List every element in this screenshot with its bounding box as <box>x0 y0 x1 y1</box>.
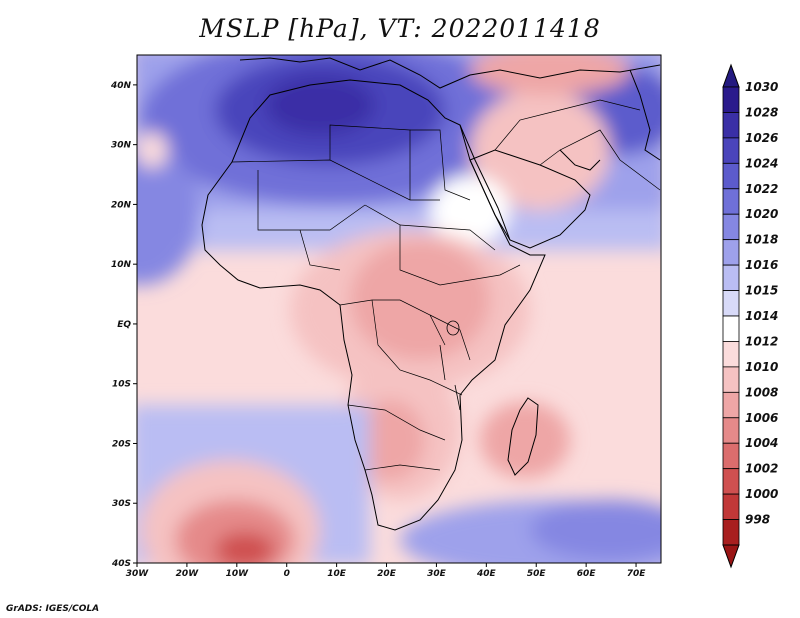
colorbar-swatch <box>722 417 740 444</box>
country-borders <box>231 99 661 471</box>
lon-tick-label: 20E <box>377 569 397 579</box>
colorbar-swatch <box>722 188 740 215</box>
colorbar-swatch <box>722 468 740 495</box>
arabia-coastline <box>469 149 591 249</box>
colorbar-label: 1008 <box>745 385 778 399</box>
lat-tick-label: 30N <box>111 141 132 151</box>
red-sea <box>459 124 511 241</box>
colorbar-label: 1030 <box>745 80 778 94</box>
colorbar-top-arrow <box>722 63 740 88</box>
colorbar-swatch <box>722 366 740 393</box>
colorbar-swatch <box>722 162 740 190</box>
colorbar-label: 1010 <box>745 360 778 374</box>
colorbar-label: 1016 <box>745 258 778 272</box>
colorbar-swatch <box>722 442 740 470</box>
lat-tick-label: EQ <box>117 320 131 330</box>
persian-gulf <box>559 149 601 171</box>
colorbar-label: 1012 <box>745 334 778 348</box>
lon-tick-label: 70E <box>627 569 647 579</box>
lon-tick-label: 10W <box>226 569 250 579</box>
colorbar-label: 998 <box>745 513 770 527</box>
colorbar-swatch <box>722 264 740 291</box>
colorbar-swatch <box>722 391 740 419</box>
colorbar: 1030 1028 1026 1024 1022 1020 1018 1016 1015 1014… <box>722 63 778 569</box>
colorbar-swatch <box>722 519 740 546</box>
lat-tick-label: 10S <box>112 380 131 390</box>
lon-tick-label: 50E <box>527 569 547 579</box>
grads-credit: GrADS: IGES/COLA <box>6 604 100 614</box>
colorbar-label: 1028 <box>745 105 778 119</box>
colorbar-label: 1024 <box>745 156 778 170</box>
colorbar-swatch <box>722 290 740 317</box>
colorbar-swatch <box>722 341 740 368</box>
africa-coastline <box>201 79 546 531</box>
lon-tick-label: 30E <box>427 569 447 579</box>
lat-tick-label: 20S <box>112 439 131 449</box>
colorbar-swatch <box>722 493 740 520</box>
colorbar-label: 1015 <box>745 284 778 298</box>
caspian-coast <box>629 69 661 161</box>
lat-tick-label: 40S <box>111 559 131 569</box>
colorbar-bottom-arrow <box>722 544 740 569</box>
lon-tick-label: 40E <box>476 569 497 579</box>
colorbar-swatch <box>722 213 740 241</box>
lat-tick-label: 30S <box>112 499 131 509</box>
colorbar-label: 1000 <box>745 487 778 501</box>
coastlines <box>201 57 661 531</box>
lon-tick-label: 0 <box>284 569 290 579</box>
lat-tick-label: 10N <box>111 260 132 270</box>
colorbar-label: 1020 <box>745 207 778 221</box>
colorbar-swatch <box>722 137 740 164</box>
colorbar-swatch <box>722 86 740 113</box>
pressure-field <box>137 55 661 563</box>
colorbar-label: 1026 <box>745 131 778 145</box>
colorbar-label: 1018 <box>745 233 778 247</box>
madagascar-coastline <box>507 397 539 476</box>
lon-tick-label: 60E <box>577 569 597 579</box>
colorbar-label: 1014 <box>745 309 778 323</box>
colorbar-swatch <box>722 112 740 139</box>
colorbar-label: 1004 <box>745 436 778 450</box>
lon-tick-label: 10E <box>327 569 347 579</box>
plot-frame <box>136 54 662 564</box>
colorbar-swatch <box>722 315 740 342</box>
lat-tick-label: 20N <box>111 200 132 210</box>
lon-tick-label: 30W <box>126 569 150 579</box>
lat-tick-label: 40N <box>110 81 132 91</box>
lakes <box>439 320 461 411</box>
colorbar-label: 1002 <box>745 462 778 476</box>
map-title: MSLP [hPa], VT: 2022011418 <box>199 14 601 43</box>
colorbar-label: 1006 <box>745 411 778 425</box>
lon-tick-label: 20W <box>176 569 200 579</box>
mediterranean-north-coastline <box>239 57 661 89</box>
colorbar-swatch <box>722 239 740 266</box>
colorbar-label: 1022 <box>745 182 778 196</box>
